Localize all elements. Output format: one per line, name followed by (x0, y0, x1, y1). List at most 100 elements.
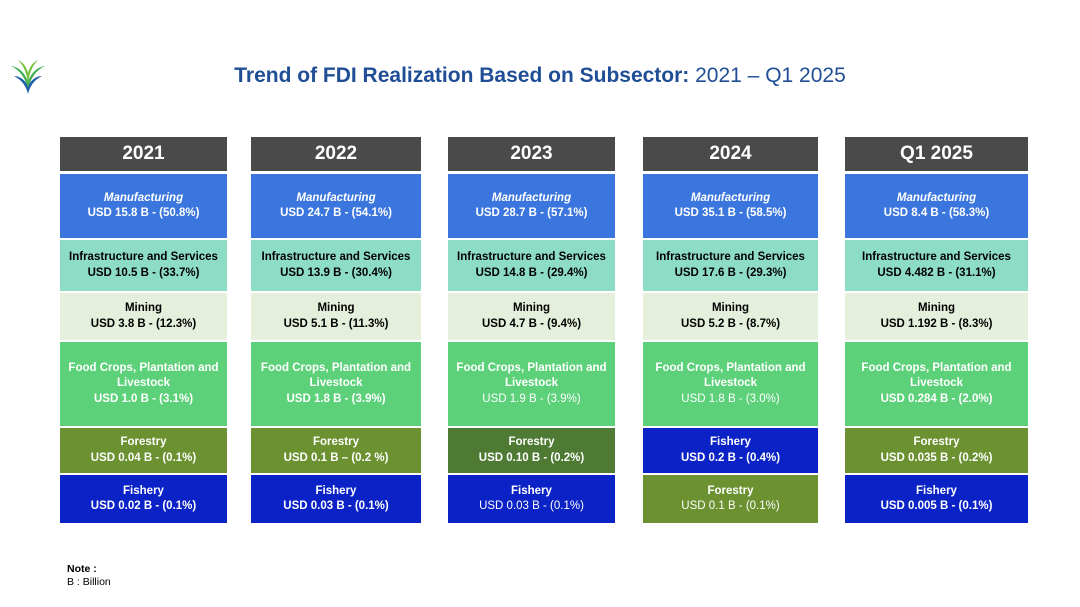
sector-value-label: USD 0.1 B - (0.1%) (681, 500, 780, 512)
segment-cell: Infrastructure and Services USD 14.8 B - … (448, 240, 615, 291)
sector-name: Fishery (315, 484, 357, 497)
sector-name: Mining (512, 302, 551, 314)
sector-value-label: USD 1.0 B - (3.1%) (93, 392, 194, 405)
company-logo (8, 58, 48, 96)
sector-name: Fishery (511, 484, 552, 497)
note-text: B : Billion (67, 576, 111, 588)
sector-name: Food Crops, Plantation and Livestock (68, 361, 219, 390)
sector-name: Manufacturing (690, 191, 771, 204)
segment-cell: Infrastructure and Services USD 17.6 B - … (643, 240, 818, 291)
sector-value-label: USD 28.7 B - (57.1%) (475, 207, 588, 219)
segment-cell: Infrastructure and Services USD 4.482 B -… (845, 240, 1028, 291)
title-bold: Trend of FDI Realization Based on Subsec… (234, 64, 690, 87)
sector-value-label: USD 10.5 B - (33.7%) (87, 266, 200, 279)
segment-cell: Mining USD 3.8 B - (12.3%) (60, 293, 227, 340)
column-header: 2022 (251, 137, 421, 171)
sector-name: Mining (917, 302, 956, 314)
segment-cell: Infrastructure and Services USD 13.9 B - … (251, 240, 421, 291)
segment-cell: Fishery USD 0.03 B - (0.1%) (251, 475, 421, 523)
sector-name: Food Crops, Plantation and Livestock (260, 361, 412, 390)
segment-cell: Food Crops, Plantation and Livestock USD … (643, 342, 818, 426)
segment-cell: Forestry USD 0.1 B – (0.2 %) (251, 428, 421, 473)
segment-cell: Mining USD 4.7 B - (9.4%) (448, 293, 615, 340)
segment-cell: Manufacturing USD 28.7 B - (57.1%) (448, 174, 615, 238)
note: Note : B : Billion (67, 563, 111, 589)
title-rest: 2021 – Q1 2025 (689, 64, 846, 87)
sector-value-label: USD 1.8 B - (3.0%) (681, 392, 780, 405)
sector-value-label: USD 24.7 B - (54.1%) (280, 207, 392, 219)
segment-cell: Forestry USD 0.1 B - (0.1%) (643, 475, 818, 523)
sector-name: Mining (317, 302, 355, 314)
sector-name: Manufacturing (491, 191, 572, 204)
sector-value-label: USD 0.005 B - (0.1%) (880, 500, 993, 512)
segment-cell: Food Crops, Plantation and Livestock USD … (845, 342, 1028, 426)
segment-cell: Food Crops, Plantation and Livestock USD … (251, 342, 421, 426)
sector-value-label: USD 0.10 B - (0.2%) (478, 451, 585, 464)
sector-name: Mining (124, 302, 163, 314)
sector-name: Forestry (120, 436, 167, 448)
sector-value-label: USD 4.482 B - (31.1%) (877, 266, 996, 279)
segment-cell: Fishery USD 0.03 B - (0.1%) (448, 475, 615, 523)
column-header: 2023 (448, 137, 615, 171)
segment-cell: Infrastructure and Services USD 10.5 B - … (60, 240, 227, 291)
sector-value-label: USD 0.02 B - (0.1%) (90, 500, 197, 512)
year-column: 2022 Manufacturing USD 24.7 B - (54.1%) Inf… (251, 137, 421, 523)
segment-cell: Manufacturing USD 8.4 B - (58.3%) (845, 174, 1028, 238)
segment-cell: Mining USD 5.2 B - (8.7%) (643, 293, 818, 340)
segment-cell: Food Crops, Plantation and Livestock USD … (448, 342, 615, 426)
sector-value-label: USD 4.7 B - (9.4%) (481, 317, 582, 330)
segment-cell: Fishery USD 0.2 B - (0.4%) (643, 428, 818, 473)
sector-name: Mining (711, 302, 750, 314)
segment-cell: Fishery USD 0.02 B - (0.1%) (60, 475, 227, 523)
sector-name: Manufacturing (896, 191, 977, 204)
column-header: Q1 2025 (845, 137, 1028, 171)
sector-name: Food Crops, Plantation and Livestock (861, 361, 1012, 390)
column-header: 2021 (60, 137, 227, 171)
sector-value-label: USD 14.8 B - (29.4%) (475, 266, 588, 279)
segment-cell: Manufacturing USD 35.1 B - (58.5%) (643, 174, 818, 238)
sector-name: Food Crops, Plantation and Livestock (456, 361, 607, 390)
sector-value-label: USD 1.192 B - (8.3%) (880, 317, 993, 330)
segment-cell: Forestry USD 0.035 B - (0.2%) (845, 428, 1028, 473)
sector-value-label: USD 5.1 B - (11.3%) (283, 317, 389, 330)
sector-name: Forestry (707, 484, 754, 497)
segment-cell: Mining USD 5.1 B - (11.3%) (251, 293, 421, 340)
sector-value-label: USD 1.8 B - (3.9%) (286, 392, 386, 405)
sector-value-label: USD 0.284 B - (2.0%) (880, 392, 993, 405)
year-column: 2024 Manufacturing USD 35.1 B - (58.5%) Inf… (643, 137, 818, 523)
year-column: 2023 Manufacturing USD 28.7 B - (57.1%) Inf… (448, 137, 615, 523)
sector-value-label: USD 15.8 B - (50.8%) (87, 207, 200, 219)
sector-name: Food Crops, Plantation and Livestock (655, 361, 806, 390)
sector-value-label: USD 3.8 B - (12.3%) (90, 317, 197, 330)
sector-name: Forestry (508, 436, 555, 448)
sector-name: Fishery (710, 436, 751, 448)
note-label: Note : (67, 563, 97, 575)
sector-name: Infrastructure and Services (862, 251, 1011, 263)
sector-name: Forestry (913, 436, 960, 448)
sector-value-label: USD 5.2 B - (8.7%) (680, 317, 781, 330)
sector-value-label: USD 0.03 B - (0.1%) (479, 500, 584, 512)
sector-name: Fishery (123, 484, 164, 497)
sector-name: Manufacturing (296, 191, 376, 204)
sector-name: Infrastructure and Services (656, 251, 805, 263)
sector-name: Fishery (916, 484, 957, 497)
segment-cell: Manufacturing USD 24.7 B - (54.1%) (251, 174, 421, 238)
segment-cell: Manufacturing USD 15.8 B - (50.8%) (60, 174, 227, 238)
sector-name: Manufacturing (103, 191, 184, 204)
sector-value-label: USD 17.6 B - (29.3%) (674, 266, 787, 279)
sector-value-label: USD 0.035 B - (0.2%) (880, 451, 993, 464)
column-header: 2024 (643, 137, 818, 171)
sector-name: Forestry (312, 436, 360, 448)
sector-value-label: USD 0.04 B - (0.1%) (90, 451, 197, 464)
year-column: 2021 Manufacturing USD 15.8 B - (50.8%) Inf… (60, 137, 227, 523)
sector-name: Infrastructure and Services (457, 251, 606, 263)
sector-value-label: USD 0.1 B – (0.2 %) (283, 451, 389, 464)
segment-cell: Forestry USD 0.04 B - (0.1%) (60, 428, 227, 473)
sector-value-label: USD 1.9 B - (3.9%) (482, 392, 581, 405)
sector-value-label: USD 13.9 B - (30.4%) (280, 266, 392, 279)
segment-cell: Forestry USD 0.10 B - (0.2%) (448, 428, 615, 473)
sector-value-label: USD 8.4 B - (58.3%) (883, 207, 990, 219)
segment-cell: Mining USD 1.192 B - (8.3%) (845, 293, 1028, 340)
segment-cell: Food Crops, Plantation and Livestock USD … (60, 342, 227, 426)
sector-value-label: USD 35.1 B - (58.5%) (674, 207, 787, 219)
